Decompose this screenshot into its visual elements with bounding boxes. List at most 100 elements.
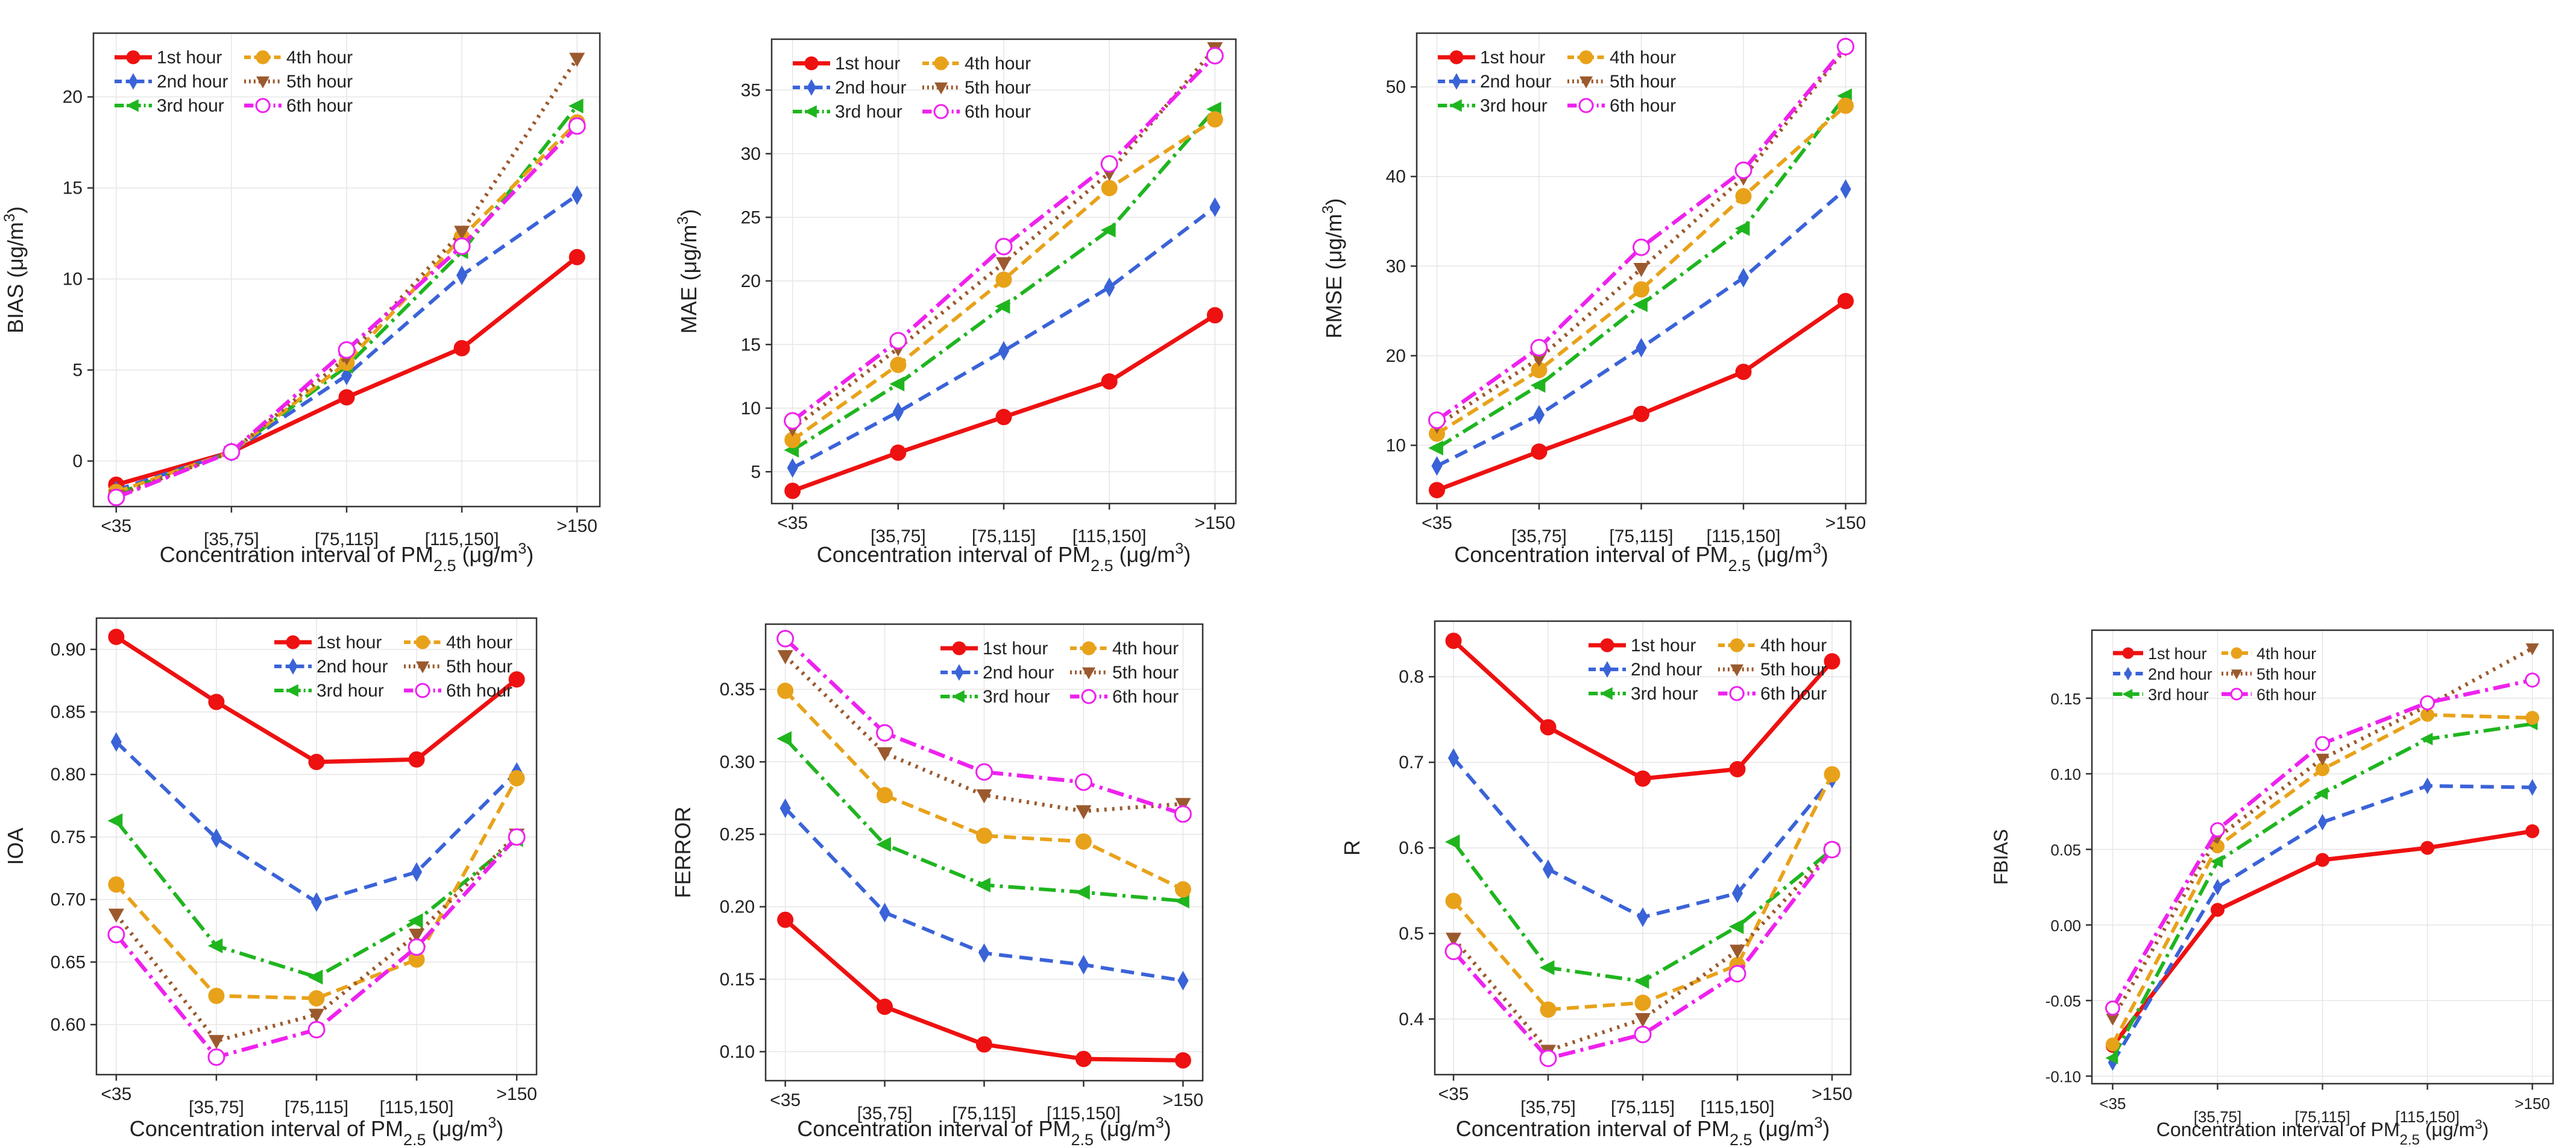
- data-point: [996, 257, 1012, 271]
- legend-item-1st-hour: 1st hour: [115, 48, 222, 68]
- legend-swatch-marker: [1579, 50, 1593, 65]
- x-tick-label: [75,115]: [952, 1104, 1016, 1123]
- data-point: [876, 724, 894, 742]
- series-line-5th-hour: [115, 833, 518, 1043]
- y-tick-label: 0.65: [51, 952, 86, 972]
- chart-ferror: 0.10 0.15 0.20 0.25 0.30 0.35 <35 [35,75] [75,11…: [603, 594, 1236, 1147]
- data-point: [2420, 841, 2435, 855]
- series-3rd-hour: [1444, 834, 1839, 989]
- x-tick-label: [75,115]: [1609, 526, 1673, 546]
- y-tick-label: 0.00: [2050, 917, 2081, 935]
- data-point: [1633, 297, 1648, 312]
- data-point: [1837, 292, 1854, 309]
- y-axis-title: MAE (μg/m3): [675, 209, 701, 334]
- data-point: [777, 683, 794, 700]
- legend-label: 5th hour: [446, 657, 512, 677]
- series-6th-hour: [1444, 841, 1841, 1067]
- x-tick-label: >150: [556, 516, 597, 536]
- legend-label: 4th hour: [1112, 639, 1179, 659]
- data-point: [2105, 1051, 2118, 1064]
- data-point: [508, 671, 525, 688]
- legend-swatch-marker: [1081, 689, 1097, 704]
- data-point: [1635, 1013, 1651, 1028]
- data-point: [784, 412, 802, 430]
- series-6th-hour: [107, 117, 586, 507]
- series-6th-hour: [776, 630, 1192, 823]
- data-point: [1174, 1052, 1191, 1069]
- data-point: [1729, 944, 1745, 959]
- legend-label: 6th hour: [2256, 686, 2316, 704]
- legend-item-4th-hour: 4th hour: [244, 48, 353, 68]
- data-point: [1444, 943, 1463, 961]
- data-point: [2315, 736, 2330, 751]
- data-point: [1428, 411, 1446, 429]
- data-point: [2525, 672, 2540, 688]
- x-tick-label: <35: [101, 516, 131, 536]
- data-point: [308, 754, 325, 771]
- data-point: [776, 630, 795, 648]
- legend-item-2nd-hour: 2nd hour: [1438, 72, 1551, 92]
- legend-label: 2nd hour: [983, 663, 1054, 683]
- legend-label: 2nd hour: [835, 78, 906, 98]
- x-tick-label: [75,115]: [972, 526, 1036, 546]
- y-tick-label: 30: [741, 144, 761, 164]
- series-3rd-hour: [107, 98, 584, 502]
- y-tick-label: 0.60: [51, 1015, 86, 1035]
- x-tick-label: [115,150]: [1701, 1098, 1775, 1117]
- data-point: [1174, 893, 1189, 909]
- x-tick-label: [75,115]: [315, 529, 379, 549]
- data-point: [210, 828, 222, 848]
- legend-item-4th-hour: 4th hour: [1718, 636, 1827, 656]
- legend-item-5th-hour: 5th hour: [404, 657, 512, 677]
- legend-label: 2nd hour: [2148, 665, 2212, 683]
- data-point: [456, 265, 468, 285]
- data-point: [409, 928, 425, 943]
- legend-swatch-marker: [1578, 98, 1594, 113]
- data-point: [2209, 822, 2225, 838]
- y-axis-title: BIAS (μg/m3): [1, 206, 28, 333]
- data-point: [572, 185, 583, 205]
- legend-label: 1st hour: [2148, 645, 2207, 663]
- y-tick-label: 0.15: [720, 970, 755, 990]
- y-tick-label: 0.70: [51, 890, 86, 910]
- legend-label: 1st hour: [983, 639, 1048, 659]
- legend-label: 1st hour: [157, 48, 222, 68]
- legend-swatch-marker: [286, 635, 300, 649]
- data-point: [2105, 1037, 2120, 1052]
- legend-item-2nd-hour: 2nd hour: [274, 657, 388, 677]
- y-tick-label: 0.4: [1399, 1010, 1424, 1029]
- data-point: [1175, 798, 1191, 812]
- data-point: [1206, 111, 1223, 128]
- series-4th-hour: [777, 683, 1191, 898]
- data-point: [1633, 405, 1649, 422]
- y-tick-label: -0.05: [2045, 992, 2081, 1010]
- data-point: [1209, 197, 1221, 217]
- data-point: [1206, 46, 1224, 65]
- legend-swatch-marker: [2231, 669, 2242, 680]
- data-point: [453, 237, 471, 255]
- legend-label: 4th hour: [286, 48, 353, 68]
- y-tick-label: 0.75: [51, 827, 86, 847]
- legend-label: 5th hour: [1760, 660, 1827, 680]
- data-point: [1101, 373, 1118, 390]
- legend-label: 6th hour: [1610, 96, 1676, 116]
- legend-label: 1st hour: [835, 54, 900, 74]
- y-axis: 0 5 10 15 20: [63, 87, 93, 472]
- y-axis-title: IOA: [3, 827, 28, 865]
- x-tick-label: <35: [770, 1090, 801, 1110]
- data-point: [1075, 805, 1092, 820]
- y-tick-label: 30: [1386, 256, 1406, 276]
- data-point: [108, 876, 125, 893]
- data-point: [2420, 695, 2436, 710]
- legend-item-6th-hour: 6th hour: [922, 102, 1031, 122]
- data-point: [1539, 960, 1555, 975]
- legend-swatch-marker: [934, 56, 948, 71]
- data-point: [1104, 277, 1115, 297]
- x-axis-title: Concentration interval of PM2.5 (μg/m3): [817, 540, 1191, 575]
- legend-item-6th-hour: 6th hour: [1070, 687, 1179, 707]
- r-svg: 0.4 0.5 0.6 0.7 0.8 <35 [35,75] [75,115] [115,15…: [1340, 620, 1853, 1147]
- chart-r: 0.4 0.5 0.6 0.7 0.8 <35 [35,75] [75,115] [115,15…: [1236, 594, 1875, 1147]
- data-point: [2420, 733, 2433, 745]
- x-axis-title: Concentration interval of PM2.5 (μg/m3): [1456, 1114, 1830, 1147]
- x-tick-label: >150: [1163, 1090, 1204, 1110]
